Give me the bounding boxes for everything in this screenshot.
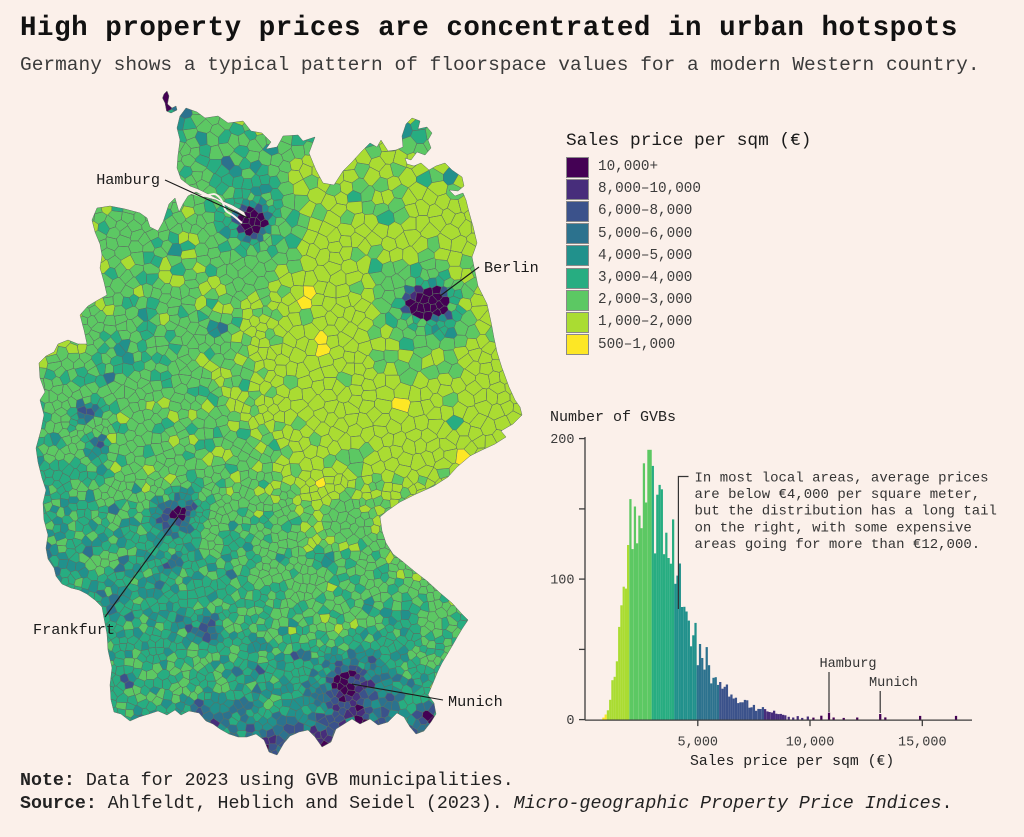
- svg-text:Berlin: Berlin: [484, 259, 539, 277]
- svg-text:Hamburg: Hamburg: [96, 171, 160, 189]
- svg-text:Munich: Munich: [869, 676, 918, 691]
- svg-text:Munich: Munich: [448, 693, 503, 711]
- svg-text:but the distribution has a lon: but the distribution has a long tail: [695, 504, 997, 520]
- svg-text:15,000: 15,000: [898, 736, 947, 751]
- svg-text:on the right, with some expens: on the right, with some expensive: [695, 520, 972, 536]
- svg-text:100: 100: [550, 574, 574, 589]
- svg-text:In most local areas, average p: In most local areas, average prices: [695, 471, 989, 487]
- svg-text:0: 0: [566, 714, 574, 729]
- svg-text:200: 200: [550, 433, 574, 448]
- svg-text:areas going for more than €12,: areas going for more than €12,000.: [695, 537, 981, 553]
- svg-text:5,000: 5,000: [678, 736, 719, 751]
- svg-text:Hamburg: Hamburg: [819, 657, 876, 672]
- svg-text:Frankfurt: Frankfurt: [33, 621, 115, 639]
- svg-text:are below €4,000 per square me: are below €4,000 per square meter,: [695, 487, 981, 503]
- svg-text:10,000: 10,000: [786, 736, 835, 751]
